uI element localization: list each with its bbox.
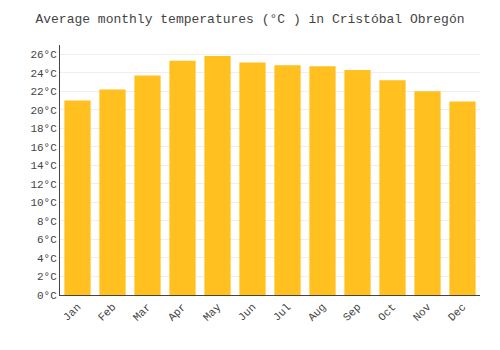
svg-text:Feb: Feb	[96, 301, 118, 323]
svg-text:May: May	[201, 301, 224, 324]
svg-text:Average monthly temperatures (: Average monthly temperatures (°C ) in Cr…	[35, 12, 464, 27]
svg-text:Nov: Nov	[411, 301, 434, 324]
svg-text:Sep: Sep	[341, 301, 363, 323]
svg-text:26°C: 26°C	[30, 49, 57, 61]
svg-text:6°C: 6°C	[37, 234, 57, 246]
svg-text:8°C: 8°C	[37, 216, 57, 228]
svg-text:10°C: 10°C	[30, 197, 57, 209]
svg-text:Jul: Jul	[271, 301, 293, 323]
svg-text:Oct: Oct	[376, 301, 398, 323]
svg-text:16°C: 16°C	[30, 142, 57, 154]
svg-text:Apr: Apr	[166, 301, 188, 323]
svg-text:Jun: Jun	[236, 301, 258, 323]
svg-text:4°C: 4°C	[37, 253, 57, 265]
svg-text:22°C: 22°C	[30, 86, 57, 98]
svg-text:18°C: 18°C	[30, 123, 57, 135]
svg-text:14°C: 14°C	[30, 160, 57, 172]
svg-text:24°C: 24°C	[30, 68, 57, 80]
svg-text:12°C: 12°C	[30, 179, 57, 191]
svg-text:20°C: 20°C	[30, 105, 57, 117]
svg-text:Jan: Jan	[61, 301, 83, 323]
svg-text:0°C: 0°C	[37, 290, 57, 302]
svg-text:2°C: 2°C	[37, 271, 57, 283]
svg-text:Dec: Dec	[446, 301, 468, 323]
svg-text:Aug: Aug	[306, 301, 328, 323]
svg-text:Mar: Mar	[131, 301, 153, 323]
